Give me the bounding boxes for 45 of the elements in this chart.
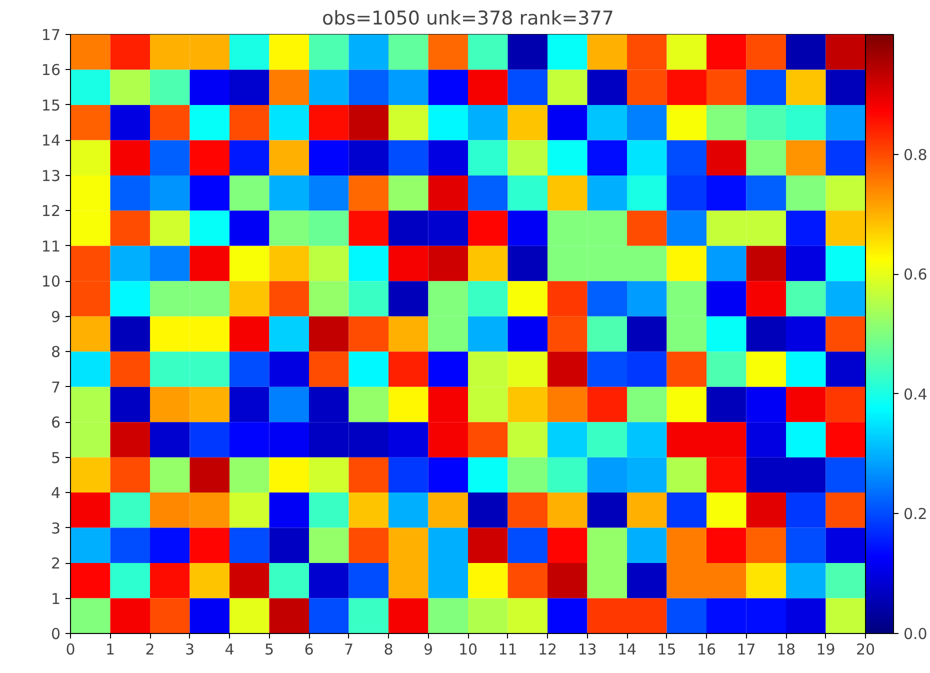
y-tick-label: 8: [50, 343, 61, 362]
x-tick-label: 16: [696, 640, 716, 658]
x-tick-label: 5: [264, 640, 274, 658]
x-tick-label: 12: [538, 640, 558, 658]
x-tick-label: 15: [657, 640, 676, 658]
color-bar-label: 0.8: [904, 146, 928, 164]
y-tick-label: 6: [50, 414, 61, 432]
y-tick-label: 5: [50, 448, 61, 467]
x-tick-label: 10: [458, 640, 478, 658]
y-tick-label: 10: [41, 272, 61, 291]
y-tick-label: 4: [50, 484, 61, 502]
color-bar-label: 0.0: [904, 625, 928, 643]
y-tick-label: 2: [50, 554, 61, 573]
x-tick-label: 18: [776, 640, 796, 658]
x-tick-label: 7: [344, 640, 354, 658]
x-tick-label: 1: [105, 640, 116, 658]
y-tick-label: 0: [50, 625, 61, 643]
chart-title: obs=1050 unk=378 rank=377: [322, 8, 614, 30]
y-tick-label: 16: [41, 61, 61, 80]
x-tick-label: 2: [145, 640, 155, 658]
x-tick-label: 20: [856, 640, 876, 658]
y-tick-label: 14: [41, 132, 61, 150]
color-bar-label: 0.4: [904, 385, 928, 404]
x-tick-label: 6: [304, 640, 314, 658]
x-tick-label: 17: [736, 640, 756, 658]
x-tick-label: 13: [578, 640, 597, 658]
y-tick-label: 15: [41, 96, 61, 114]
color-bar-label: 0.2: [904, 505, 928, 524]
y-tick-label: 7: [50, 378, 61, 396]
y-tick-label: 13: [41, 166, 61, 185]
y-tick-label: 11: [41, 237, 61, 256]
y-tick-label: 9: [50, 308, 61, 326]
x-tick-label: 4: [224, 640, 234, 658]
x-tick-label: 8: [384, 640, 394, 658]
x-tick-label: 14: [617, 640, 637, 658]
color-bar-label: 0.6: [904, 266, 928, 284]
y-tick-label: 17: [41, 26, 61, 44]
y-tick-label: 1: [50, 590, 61, 608]
x-tick-label: 3: [184, 640, 195, 658]
x-tick-label: 19: [816, 640, 836, 658]
y-tick-label: 12: [41, 202, 61, 220]
x-tick-label: 0: [66, 640, 76, 658]
x-tick-label: 11: [498, 640, 518, 658]
x-tick-label: 9: [423, 640, 434, 658]
y-tick-label: 3: [50, 519, 61, 538]
